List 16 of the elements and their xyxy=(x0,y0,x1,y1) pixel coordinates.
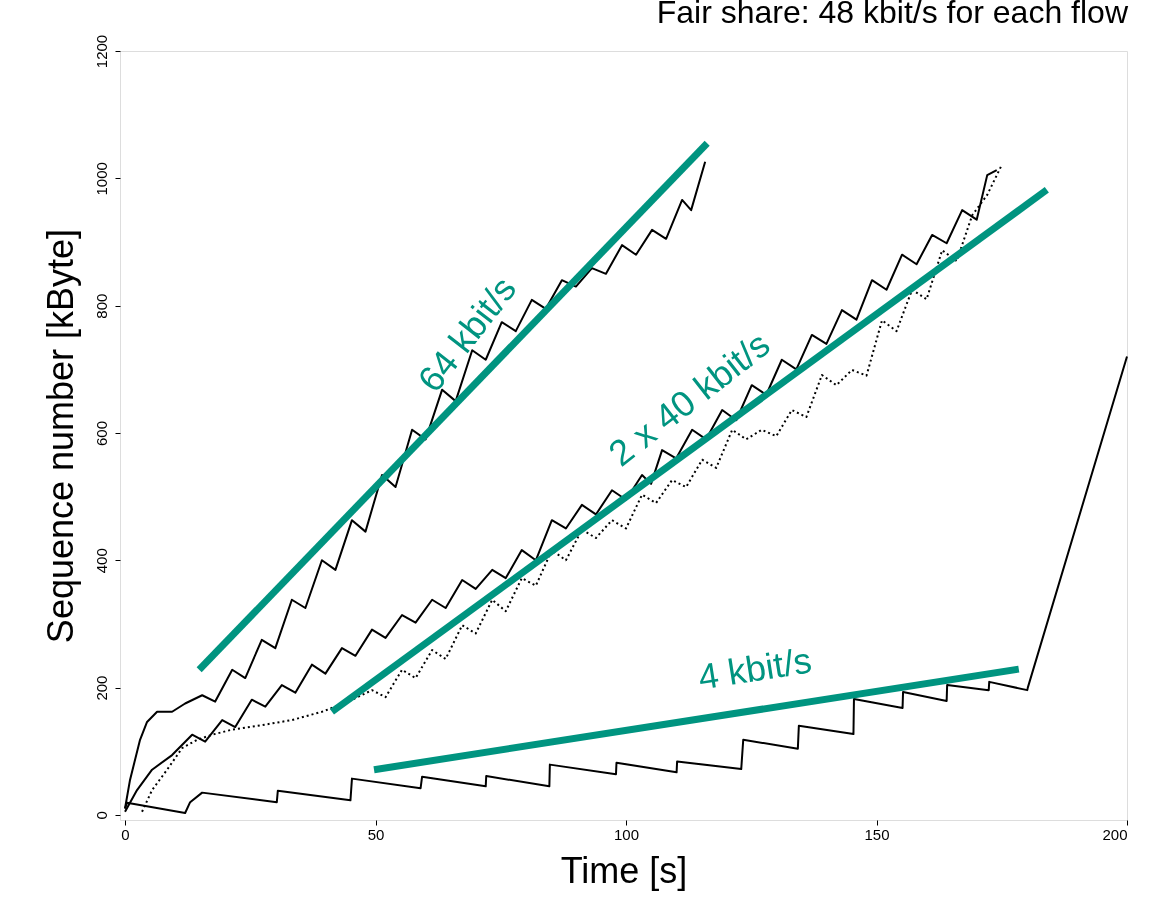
y-tick-label: 0 xyxy=(92,811,110,820)
chart-title: Fair share: 48 kbit/s for each flow xyxy=(656,0,1129,31)
x-axis-title: Time [s] xyxy=(560,849,688,891)
x-tick-label: 200 xyxy=(1102,825,1128,843)
y-tick-label: 1000 xyxy=(92,162,110,196)
x-tick-label: 50 xyxy=(367,825,385,843)
y-tick-label: 1200 xyxy=(92,34,110,69)
x-tick-label: 100 xyxy=(613,825,640,843)
x-tick-label: 0 xyxy=(121,825,130,843)
annotation: 4 kbit/s xyxy=(695,639,815,698)
y-tick-label: 800 xyxy=(92,293,110,319)
y-tick-label: 400 xyxy=(92,548,110,574)
y-tick-label: 600 xyxy=(92,420,110,446)
x-tick-label: 150 xyxy=(864,825,890,843)
y-tick-label: 200 xyxy=(92,675,110,701)
y-axis-title: Sequence number [kByte] xyxy=(39,228,81,644)
